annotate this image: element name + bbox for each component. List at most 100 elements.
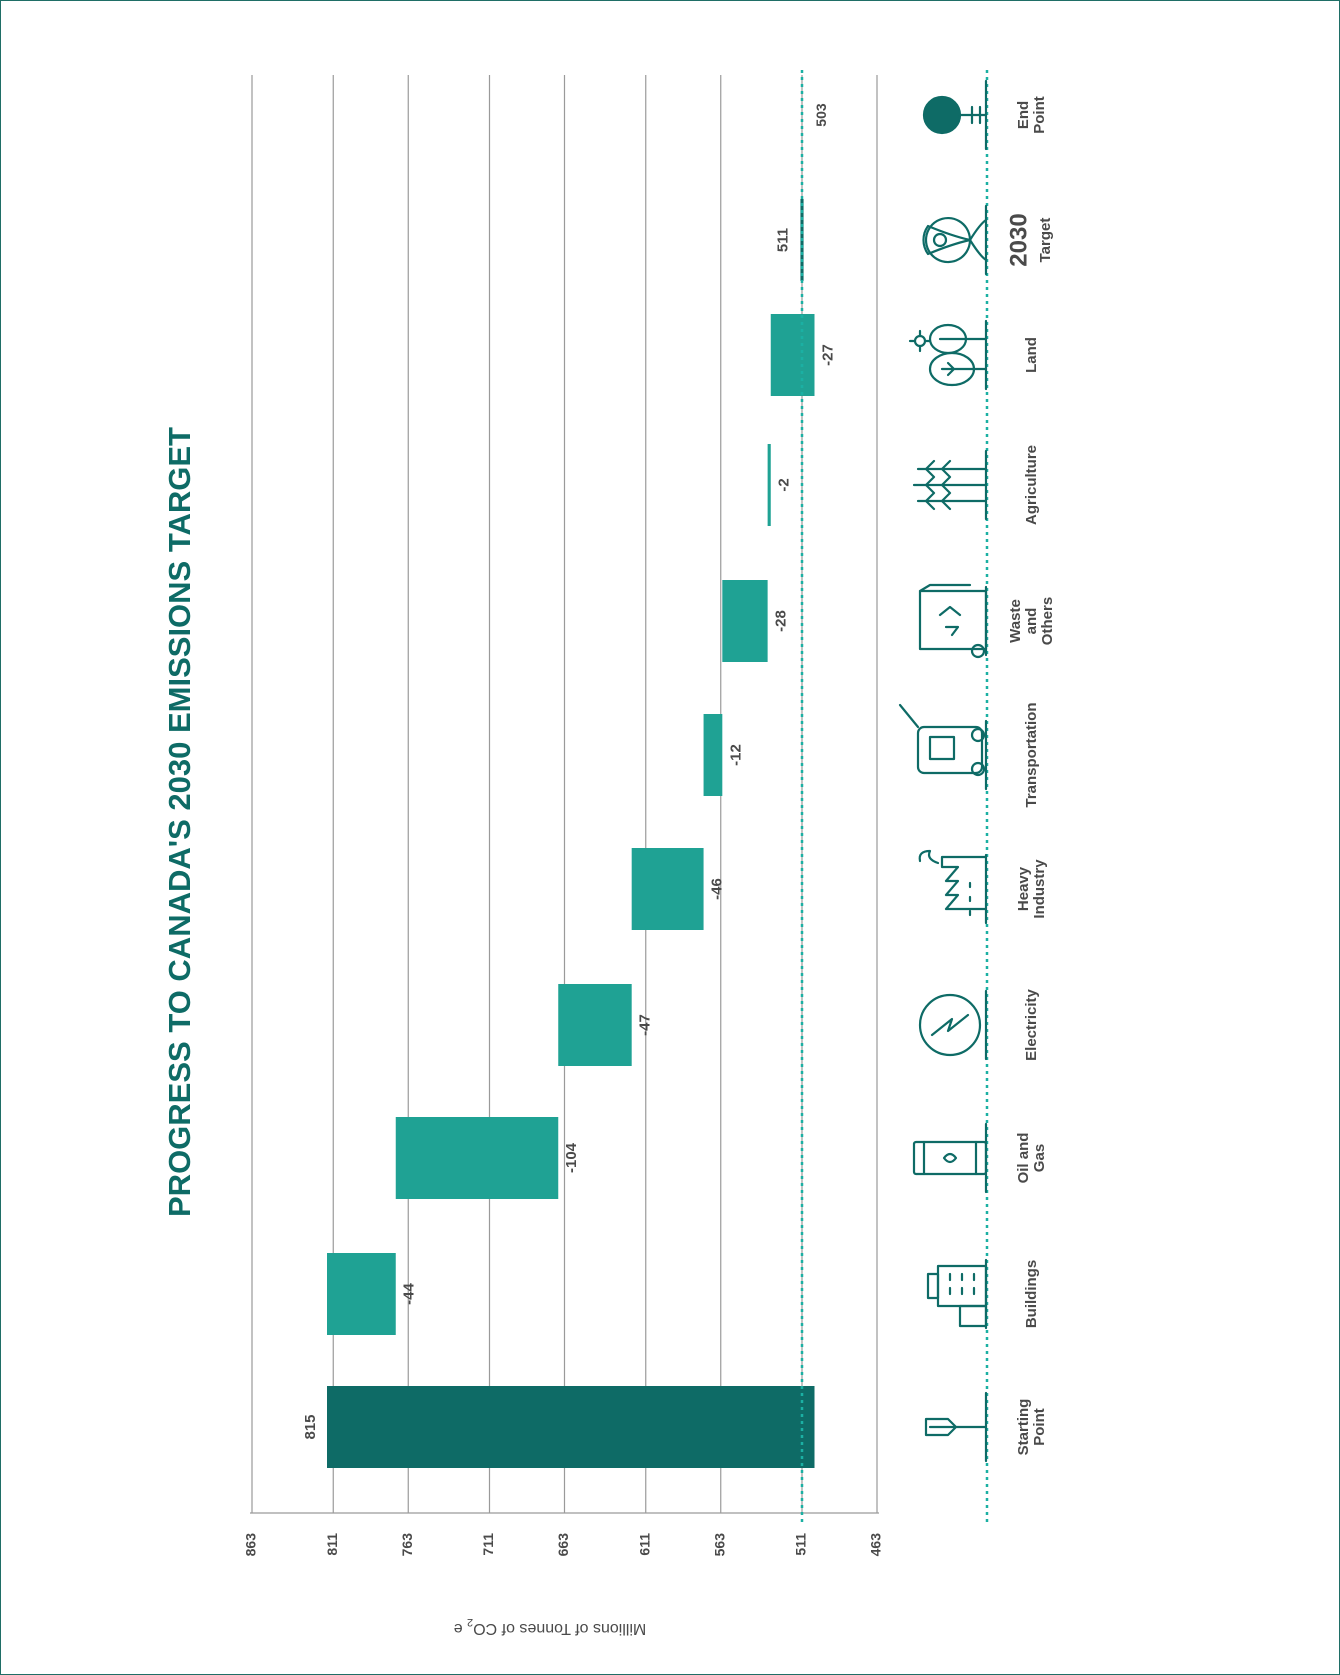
- bolt: [930, 1013, 970, 1037]
- barrel-bands: [922, 1140, 978, 1176]
- building-roof: [926, 1272, 940, 1300]
- smoke: [918, 849, 940, 865]
- axis-label-tail: e: [454, 1620, 467, 1637]
- value-label: -46: [709, 878, 726, 900]
- signpost-icon: [924, 1391, 988, 1463]
- pin-body: [922, 224, 972, 256]
- value-label: 503: [813, 103, 829, 127]
- y-axis-ticks: 863 811 763 711 663 611 563 511 463: [243, 1533, 884, 1557]
- bus-pole: [898, 703, 920, 729]
- oil-drop: [942, 1152, 958, 1164]
- bars: [327, 199, 815, 1468]
- bar-oilgas: [395, 1117, 559, 1199]
- icons: [898, 79, 988, 1463]
- tree-left-trunk: [940, 361, 988, 377]
- bar-land: [770, 314, 815, 396]
- pin-base: [968, 218, 988, 262]
- tick-label: 511: [793, 1533, 809, 1556]
- end-stem: [958, 105, 988, 125]
- tick-label: 863: [243, 1533, 259, 1557]
- bar-starting-point: [327, 1386, 815, 1468]
- bus-icon: [898, 703, 988, 791]
- end-dot-icon: [922, 79, 988, 151]
- axis-label: Millions of Tonnes of CO2 e: [454, 1616, 647, 1637]
- wheat-stalks: [912, 467, 988, 503]
- axis-label-sub: 2: [467, 1616, 473, 1628]
- tick-label: 563: [711, 1533, 727, 1557]
- value-label: -27: [819, 344, 836, 366]
- sun: [913, 334, 927, 348]
- tick-label: 711: [480, 1533, 496, 1556]
- bar-agriculture: [767, 444, 771, 526]
- category-label: End: [1015, 101, 1032, 129]
- chart-title: PROGRESS TO CANADA'S 2030 EMISSIONS TARG…: [162, 427, 197, 1217]
- category-label: Waste: [1007, 599, 1024, 643]
- building-icon: [926, 1258, 988, 1330]
- building-windows: [948, 1272, 976, 1296]
- wheat-grains: [924, 459, 952, 511]
- tick-label: 763: [399, 1533, 415, 1557]
- bin-outline: [918, 583, 988, 651]
- category-label: Transportation: [1023, 702, 1040, 807]
- value-label: -2: [776, 478, 793, 491]
- bus-wheel-2: [970, 761, 986, 777]
- category-label: Others: [1039, 597, 1056, 645]
- tick-label: 463: [868, 1533, 884, 1557]
- factory-icon: [918, 849, 988, 925]
- category-label: Point: [1031, 1408, 1048, 1446]
- signpost-shape: [924, 1417, 988, 1437]
- category-label: Electricity: [1023, 988, 1040, 1060]
- sun-rays: [908, 329, 932, 353]
- bar-electricity: [558, 984, 632, 1066]
- category-label: Target: [1037, 218, 1054, 263]
- building-tower: [936, 1264, 988, 1308]
- category-label: Agriculture: [1023, 445, 1040, 525]
- bus-window: [928, 735, 956, 761]
- category-label: and: [1023, 608, 1040, 635]
- recycle-bin-icon: [918, 583, 988, 659]
- value-label: 815: [302, 1414, 319, 1439]
- tick-label: 811: [324, 1533, 340, 1556]
- value-label: 511: [774, 228, 791, 252]
- tick-label: 663: [555, 1533, 571, 1557]
- value-label: -44: [401, 1283, 418, 1305]
- tick-label: 611: [636, 1533, 652, 1556]
- bar-buildings: [327, 1253, 396, 1335]
- value-label: -104: [563, 1142, 580, 1173]
- building-annex: [958, 1304, 988, 1328]
- bolt-circle: [918, 993, 982, 1057]
- value-label: -28: [773, 610, 790, 632]
- value-label: -47: [637, 1014, 654, 1036]
- tree-sun-icon: [908, 319, 988, 391]
- lightning-icon: [918, 989, 988, 1061]
- category-label: Starting: [1015, 1399, 1032, 1456]
- pin-outline: [924, 216, 972, 264]
- factory-outline: [940, 855, 988, 911]
- bus-body: [916, 725, 984, 775]
- axis-label-main: Millions of Tonnes of CO: [473, 1620, 646, 1637]
- end-dot: [922, 95, 962, 135]
- category-label: Oil and: [1015, 1133, 1032, 1184]
- category-label: Industry: [1031, 859, 1048, 919]
- category-label: Heavy: [1015, 866, 1032, 911]
- category-label: 2030: [1005, 213, 1032, 266]
- map-pin-icon: [922, 204, 988, 276]
- bus-wheel-1: [970, 727, 986, 743]
- barrel-body: [912, 1140, 988, 1176]
- bin-wheel: [970, 643, 986, 659]
- oil-barrel-icon: [912, 1122, 988, 1194]
- bar-industry: [631, 848, 704, 930]
- category-label: Land: [1023, 337, 1040, 373]
- category-label: Gas: [1031, 1144, 1048, 1172]
- category-label: Point: [1031, 96, 1048, 134]
- value-label: -12: [727, 744, 744, 766]
- value-labels: 815 -44 -104 -47 -46 -12 -28 -2 -27 511 503: [302, 103, 836, 1439]
- bar-waste: [722, 580, 768, 662]
- recycle-arrows: [938, 605, 962, 637]
- bar-transport: [703, 714, 723, 796]
- category-label: Buildings: [1023, 1260, 1040, 1328]
- pin-hole: [932, 232, 948, 248]
- wheat-icon: [912, 449, 988, 521]
